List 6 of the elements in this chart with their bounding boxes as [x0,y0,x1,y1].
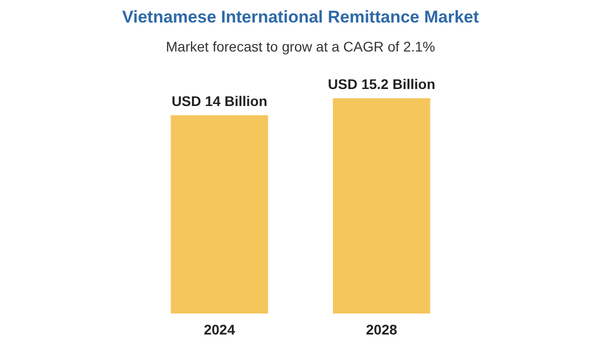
data-label: USD 15.2 Billion [328,76,436,92]
x-tick-label: 2028 [366,322,398,337]
chart-subtitle: Market forecast to grow at a CAGR of 2.1% [166,38,436,54]
chart-title: Vietnamese International Remittance Market [122,8,480,26]
data-label: USD 14 Billion [172,93,268,110]
x-tick-label: 2024 [204,322,236,337]
